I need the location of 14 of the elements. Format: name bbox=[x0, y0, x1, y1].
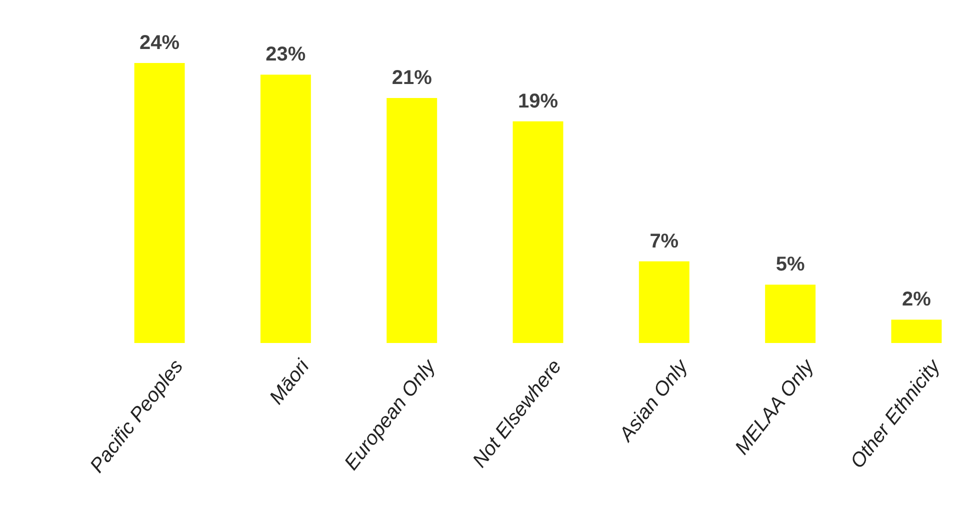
bar bbox=[512, 121, 564, 343]
bar bbox=[765, 284, 816, 343]
data-label: 5% bbox=[776, 254, 805, 276]
bar bbox=[891, 320, 942, 343]
bar bbox=[638, 261, 690, 343]
data-label: 7% bbox=[650, 230, 679, 252]
data-label: 24% bbox=[140, 32, 180, 54]
data-label: 21% bbox=[392, 67, 432, 89]
data-label: 2% bbox=[902, 288, 932, 311]
bar bbox=[260, 74, 311, 343]
data-label: 19% bbox=[518, 90, 558, 112]
bar bbox=[386, 98, 438, 343]
data-label: 23% bbox=[266, 44, 306, 66]
bar bbox=[134, 63, 185, 343]
